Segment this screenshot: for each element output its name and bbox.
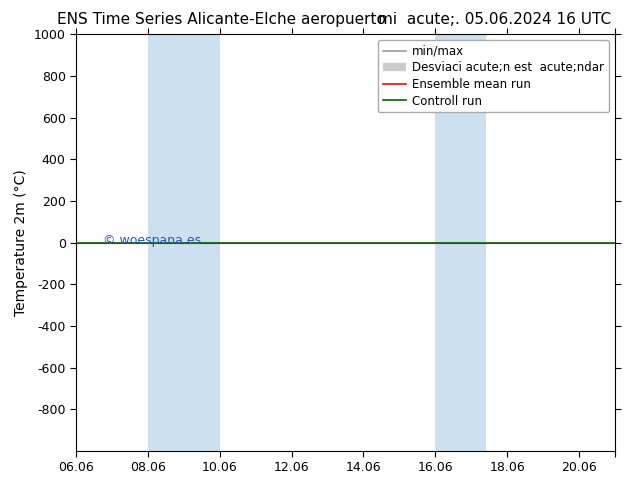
Legend: min/max, Desviaci acute;n est  acute;ndar, Ensemble mean run, Controll run: min/max, Desviaci acute;n est acute;ndar… xyxy=(378,40,609,112)
Bar xyxy=(436,34,486,451)
Text: mi  acute;. 05.06.2024 16 UTC: mi acute;. 05.06.2024 16 UTC xyxy=(378,12,611,27)
Y-axis label: Temperature 2m (°C): Temperature 2m (°C) xyxy=(14,169,29,316)
Text: © woespana.es: © woespana.es xyxy=(103,234,201,247)
Bar xyxy=(148,34,220,451)
Text: ENS Time Series Alicante-Elche aeropuerto: ENS Time Series Alicante-Elche aeropuert… xyxy=(58,12,386,27)
